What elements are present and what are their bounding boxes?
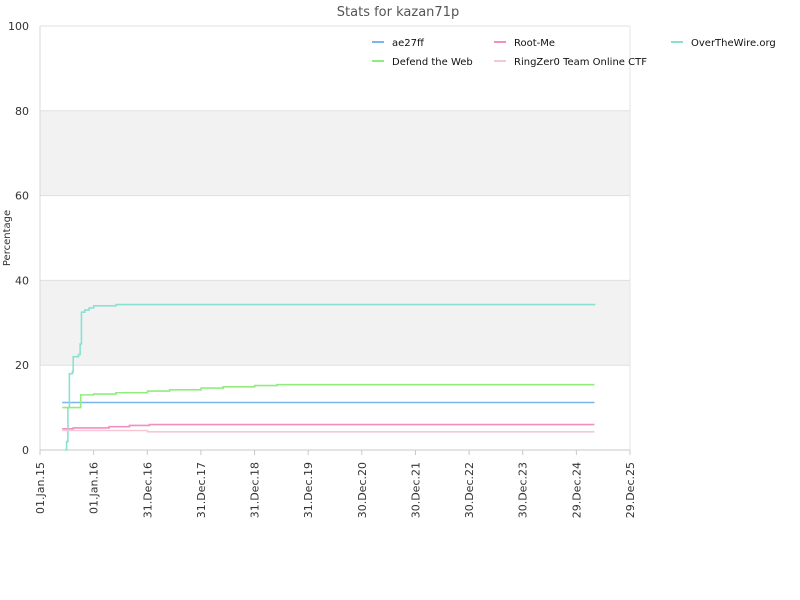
x-tick-label: 31.Dec.17 <box>195 462 208 518</box>
plot-band <box>40 280 630 366</box>
y-tick-label: 40 <box>15 274 29 287</box>
legend[interactable]: ae27ff Root-Me OverTheWire.org Defend the W… <box>372 38 776 68</box>
legend-label: ae27ff <box>392 38 425 49</box>
series-layer <box>62 303 596 451</box>
x-tick-label: 30.Dec.23 <box>517 462 530 518</box>
plot-band <box>40 110 630 196</box>
legend-item[interactable]: OverTheWire.org <box>671 38 776 49</box>
chart-title: Stats for kazan71p <box>337 5 459 20</box>
y-tick-label: 100 <box>8 20 29 33</box>
y-axis-label: Percentage <box>2 210 13 266</box>
x-tick-label: 30.Dec.21 <box>409 462 422 518</box>
y-tick-label: 0 <box>22 444 29 457</box>
legend-item[interactable]: RingZer0 Team Online CTF <box>494 57 647 68</box>
series-line <box>62 383 595 409</box>
x-tick-label: 30.Dec.20 <box>356 462 369 518</box>
x-tick-label: 01.Jan.15 <box>34 462 47 514</box>
x-tick-label: 31.Dec.18 <box>249 462 262 518</box>
legend-label: Defend the Web <box>392 57 473 68</box>
x-tick-label: 29.Dec.25 <box>624 462 637 518</box>
plot-bands <box>40 110 630 366</box>
series-line <box>62 423 595 430</box>
legend-item[interactable]: Root-Me <box>494 38 555 49</box>
legend-label: RingZer0 Team Online CTF <box>514 57 647 68</box>
x-tick-label: 29.Dec.24 <box>570 462 583 518</box>
y-tick-label: 60 <box>15 190 29 203</box>
legend-item[interactable]: ae27ff <box>372 38 425 49</box>
y-tick-label: 80 <box>15 105 29 118</box>
x-axis-ticks: 01.Jan.15 01.Jan.16 31.Dec.16 31.Dec.17 31.D… <box>34 450 637 518</box>
x-tick-label: 31.Dec.19 <box>302 462 315 518</box>
x-tick-label: 31.Dec.16 <box>141 462 154 518</box>
series-line <box>62 429 595 433</box>
legend-label: Root-Me <box>514 38 555 49</box>
gridlines <box>39 25 631 451</box>
y-axis-ticks: 0 20 40 60 80 100 <box>8 20 29 457</box>
legend-label: OverTheWire.org <box>691 38 776 49</box>
legend-item[interactable]: Defend the Web <box>372 57 473 68</box>
y-tick-label: 20 <box>15 359 29 372</box>
x-tick-label: 01.Jan.16 <box>88 462 101 514</box>
x-tick-label: 30.Dec.22 <box>463 462 476 518</box>
